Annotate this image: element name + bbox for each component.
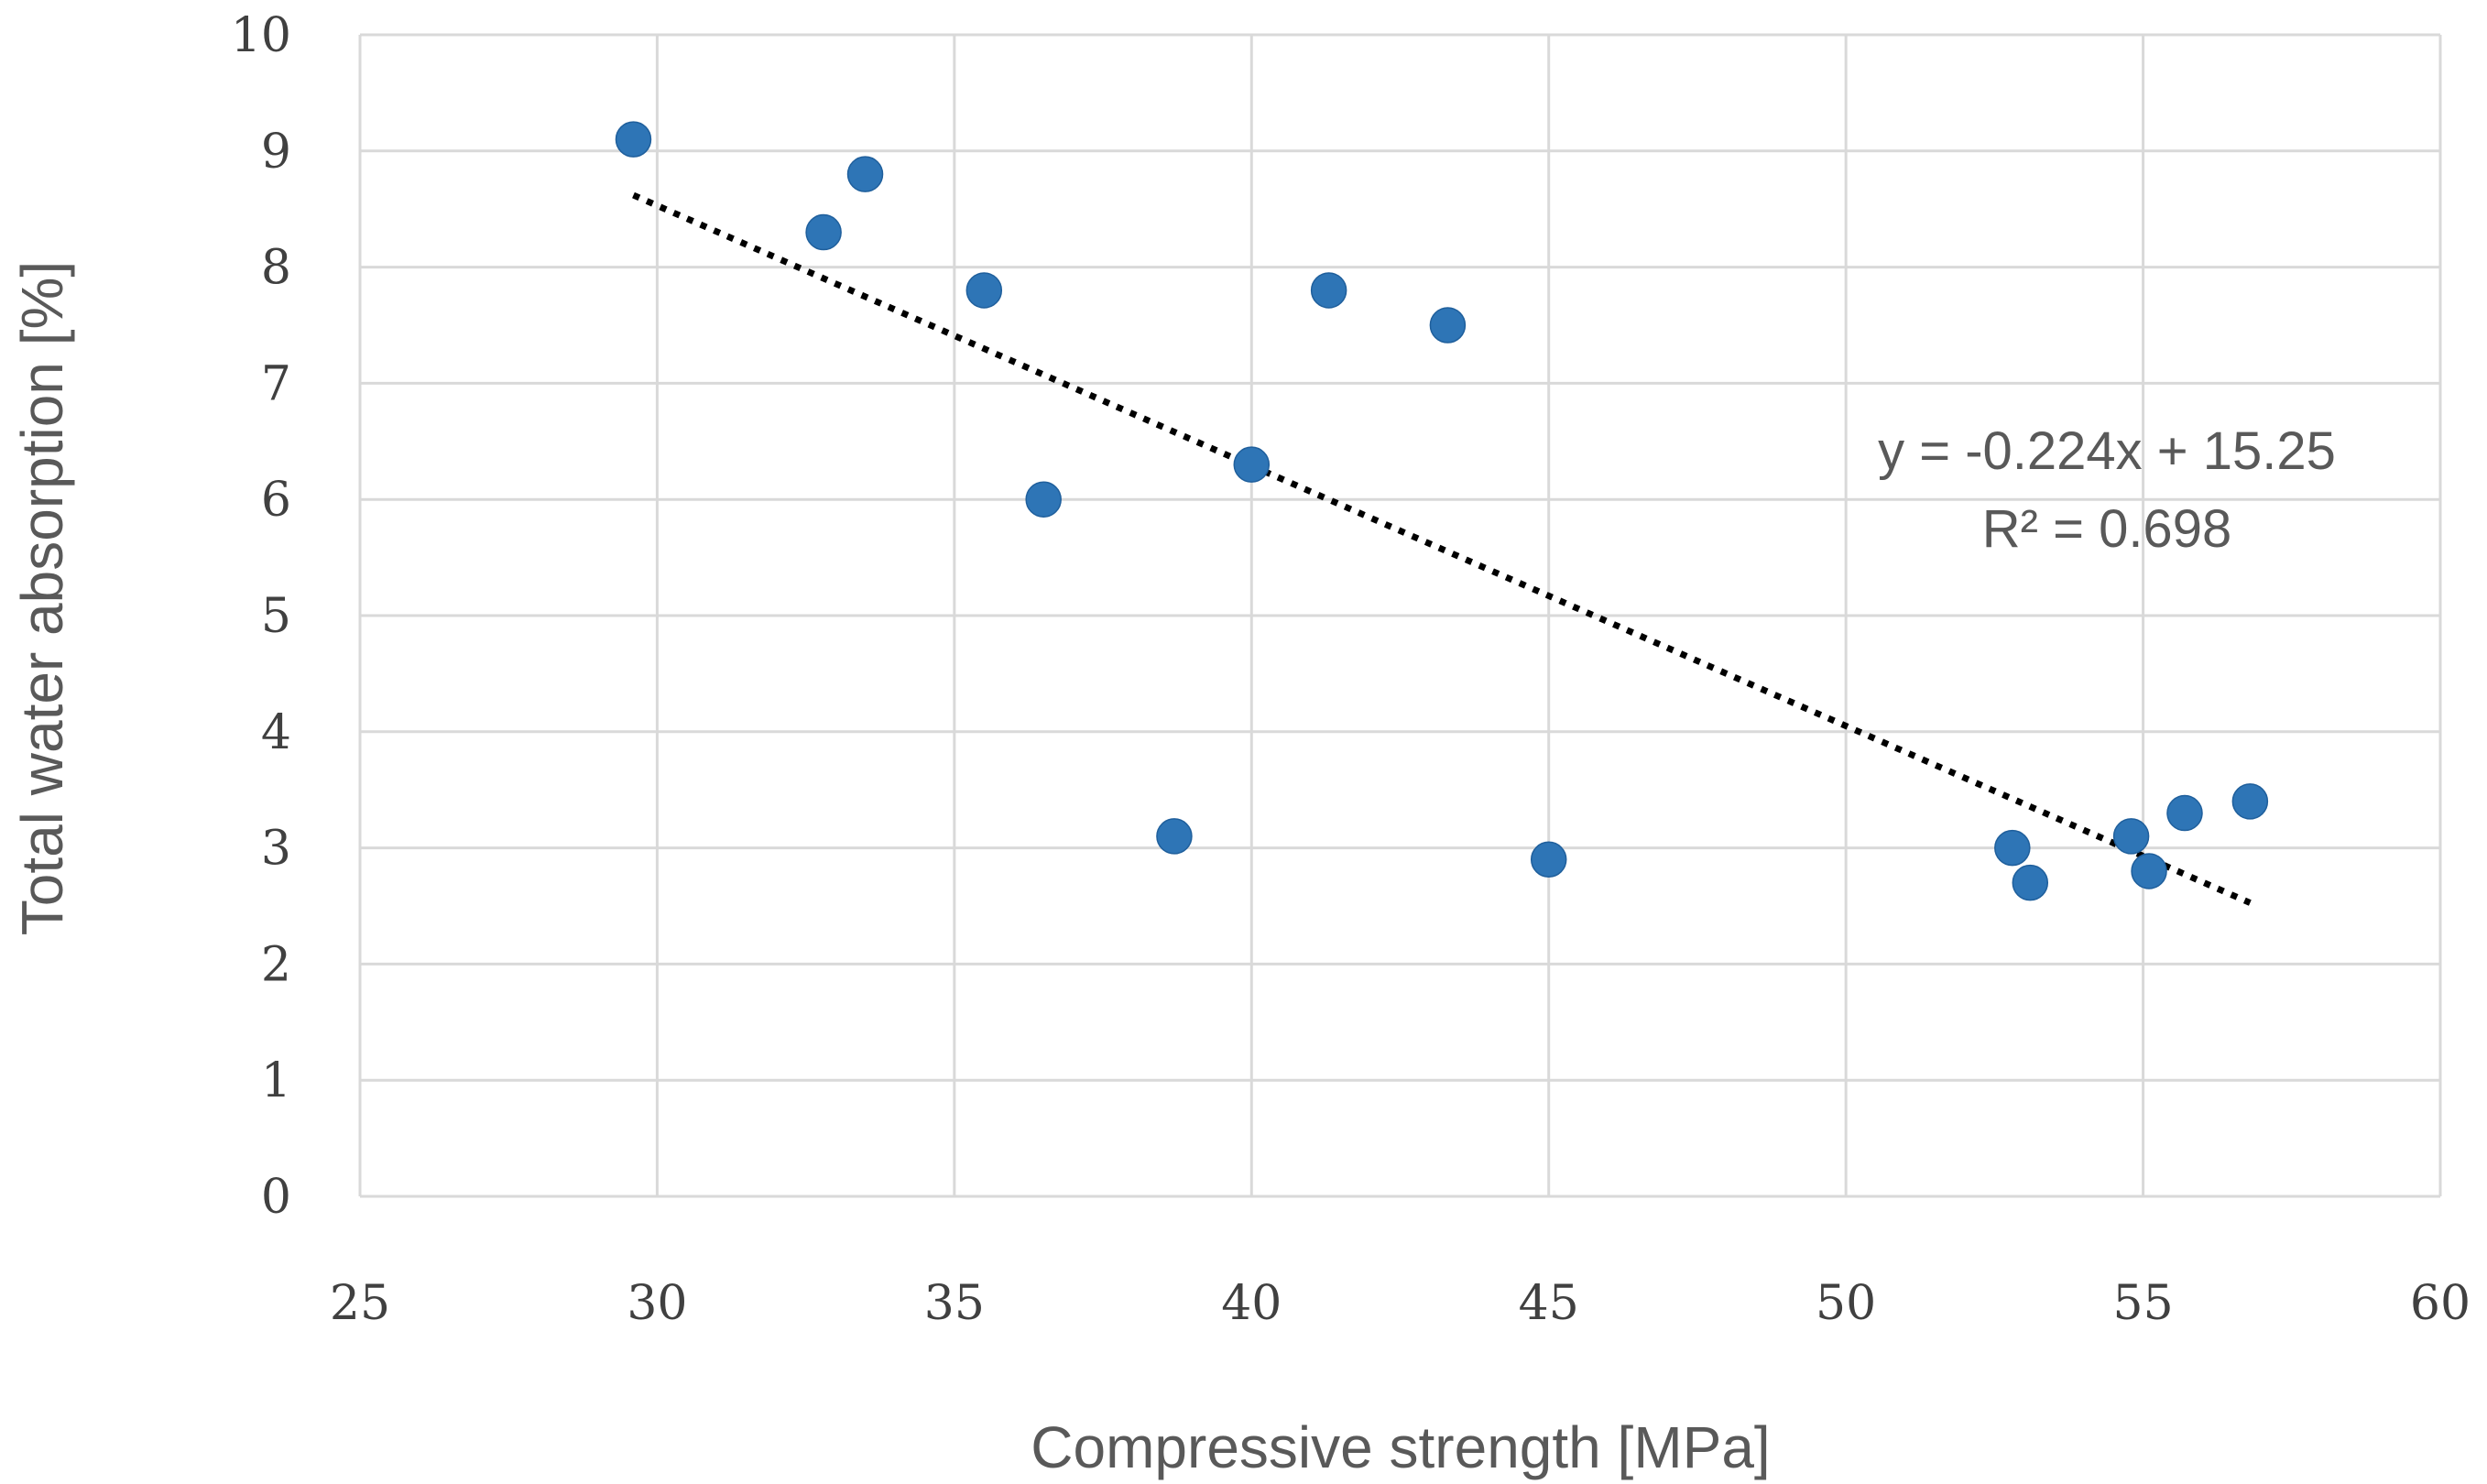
y-tick-label: 3 — [261, 822, 291, 877]
y-tick-label: 10 — [231, 8, 291, 63]
data-point — [1310, 272, 1347, 309]
data-point — [2166, 794, 2203, 832]
trendline-r-squared: R² = 0.698 — [1982, 499, 2231, 559]
data-point — [805, 213, 842, 251]
data-points — [615, 121, 2269, 901]
data-point — [965, 272, 1003, 309]
y-tick-label: 9 — [261, 125, 291, 180]
x-tick-label: 30 — [627, 1276, 687, 1331]
y-tick-label: 8 — [261, 241, 291, 296]
y-axis-title: Total water absorption [%] — [9, 261, 75, 935]
data-point — [2012, 864, 2049, 901]
y-tick-label: 1 — [261, 1053, 291, 1108]
y-tick-label: 7 — [261, 356, 291, 411]
data-point — [2131, 853, 2167, 889]
data-point — [846, 156, 884, 192]
data-point — [615, 121, 652, 158]
y-tick-label: 6 — [261, 473, 291, 528]
x-tick-label: 50 — [1816, 1276, 1876, 1331]
x-tick-label: 60 — [2410, 1276, 2471, 1331]
x-axis-title: Compressive strength [MPa] — [1031, 1414, 1770, 1480]
y-tick-label: 4 — [261, 705, 291, 760]
trendline-equation: y = -0.224x + 15.25 — [1878, 421, 2336, 481]
x-tick-label: 25 — [330, 1276, 390, 1331]
x-tick-label: 40 — [1221, 1276, 1282, 1331]
grid — [358, 33, 2442, 1198]
trendline-group — [632, 191, 2252, 906]
data-point — [2112, 818, 2150, 855]
x-tick-label: 35 — [924, 1276, 985, 1331]
data-point — [1429, 307, 1467, 344]
y-tick-label: 0 — [261, 1170, 291, 1225]
data-point — [1156, 818, 1193, 855]
data-point — [1994, 829, 2031, 867]
data-point — [2231, 783, 2269, 820]
y-tick-label: 5 — [261, 589, 291, 644]
data-point — [1530, 841, 1567, 878]
trendline — [632, 191, 2252, 906]
x-tick-label: 45 — [1519, 1276, 1579, 1331]
data-point — [1025, 481, 1062, 518]
data-point — [1233, 446, 1271, 483]
y-tick-label: 2 — [261, 937, 291, 992]
x-tick-label: 55 — [2112, 1276, 2173, 1331]
